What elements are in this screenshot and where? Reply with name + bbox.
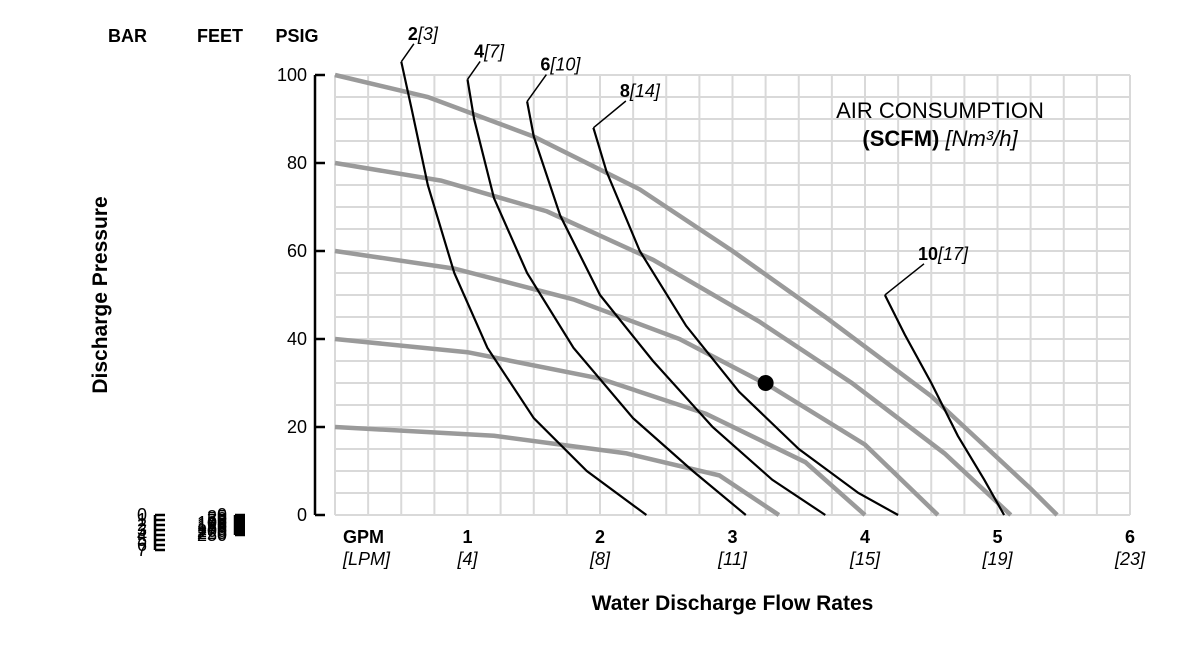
- gpm-label: GPM: [343, 527, 384, 547]
- psig-tick: 100: [277, 65, 307, 85]
- psig-tick: 60: [287, 241, 307, 261]
- lpm-tick: [19]: [981, 549, 1013, 569]
- legend-line1: AIR CONSUMPTION: [836, 98, 1044, 123]
- gpm-tick: 6: [1125, 527, 1135, 547]
- bar-tick: 7: [137, 540, 147, 560]
- bar-header: BAR: [108, 26, 147, 46]
- lpm-label: [LPM]: [342, 549, 391, 569]
- lpm-tick: [8]: [589, 549, 611, 569]
- pump-performance-chart: 2[3] 4[7] 6[10] 8[14] 10[17] 0 20 40 60 80 100 PSIG…: [0, 0, 1200, 660]
- psig-header: PSIG: [275, 26, 318, 46]
- chart-svg: 2[3] 4[7] 6[10] 8[14] 10[17] 0 20 40 60 80 100 PSIG…: [0, 0, 1200, 660]
- lpm-tick: [4]: [456, 549, 478, 569]
- air-curve-label: 10[17]: [918, 244, 969, 264]
- lpm-tick: [11]: [717, 549, 748, 569]
- y-axis-title: Discharge Pressure: [89, 196, 112, 393]
- gpm-tick: 4: [860, 527, 870, 547]
- air-curve-label: 4[7]: [474, 41, 505, 61]
- air-curve-label: 8[14]: [620, 81, 661, 101]
- lpm-tick: [15]: [849, 549, 881, 569]
- feet-tick: 250: [197, 525, 227, 545]
- psig-tick: 20: [287, 417, 307, 437]
- gpm-tick: 3: [727, 527, 737, 547]
- air-curve-label: 2[3]: [408, 24, 439, 44]
- gpm-tick: 2: [595, 527, 605, 547]
- psig-tick: 40: [287, 329, 307, 349]
- legend-line2: (SCFM) [Nm³/h]: [862, 126, 1018, 151]
- lpm-tick: [23]: [1114, 549, 1146, 569]
- gpm-tick: 1: [462, 527, 472, 547]
- feet-header: FEET: [197, 26, 243, 46]
- psig-tick: 0: [297, 505, 307, 525]
- gpm-tick: 5: [992, 527, 1002, 547]
- operating-point-marker: [758, 375, 774, 391]
- psig-tick: 80: [287, 153, 307, 173]
- air-curve-label: 6[10]: [540, 55, 581, 75]
- x-axis-title: Water Discharge Flow Rates: [592, 592, 874, 615]
